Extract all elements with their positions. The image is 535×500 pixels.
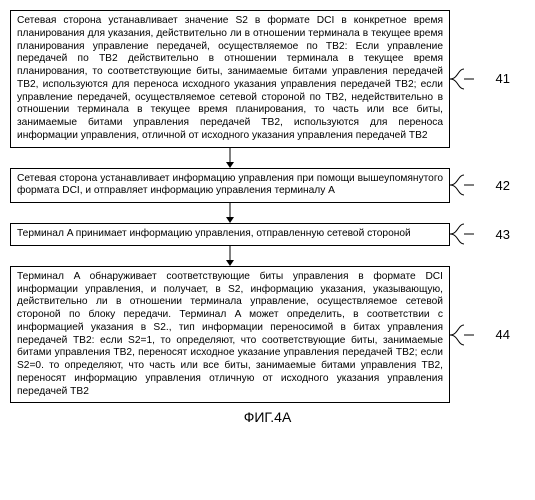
flow-step: Сетевая сторона устанавливает значение S… [10, 10, 525, 148]
flow-step-box: Терминал A принимает информацию управлен… [10, 223, 450, 246]
arrow-down-icon [10, 148, 450, 168]
flow-step-box: Сетевая сторона устанавливает информацию… [10, 168, 450, 204]
figure-caption: ФИГ.4A [10, 409, 525, 425]
flow-step-box: Терминал A обнаруживает соответствующие … [10, 266, 450, 404]
step-label: 44 [478, 327, 510, 342]
step-label: 41 [478, 71, 510, 86]
arrow-row [10, 148, 525, 168]
arrow-down-icon [10, 246, 450, 266]
flow-step: Сетевая сторона устанавливает информацию… [10, 168, 525, 204]
step-label: 43 [478, 227, 510, 242]
step-label: 42 [478, 178, 510, 193]
flow-step: Терминал A обнаруживает соответствующие … [10, 266, 525, 404]
flowchart: Сетевая сторона устанавливает значение S… [10, 10, 525, 403]
flow-step: Терминал A принимает информацию управлен… [10, 223, 525, 246]
flow-step-box: Сетевая сторона устанавливает значение S… [10, 10, 450, 148]
arrow-down-icon [10, 203, 450, 223]
arrow-row [10, 246, 525, 266]
arrow-row [10, 203, 525, 223]
